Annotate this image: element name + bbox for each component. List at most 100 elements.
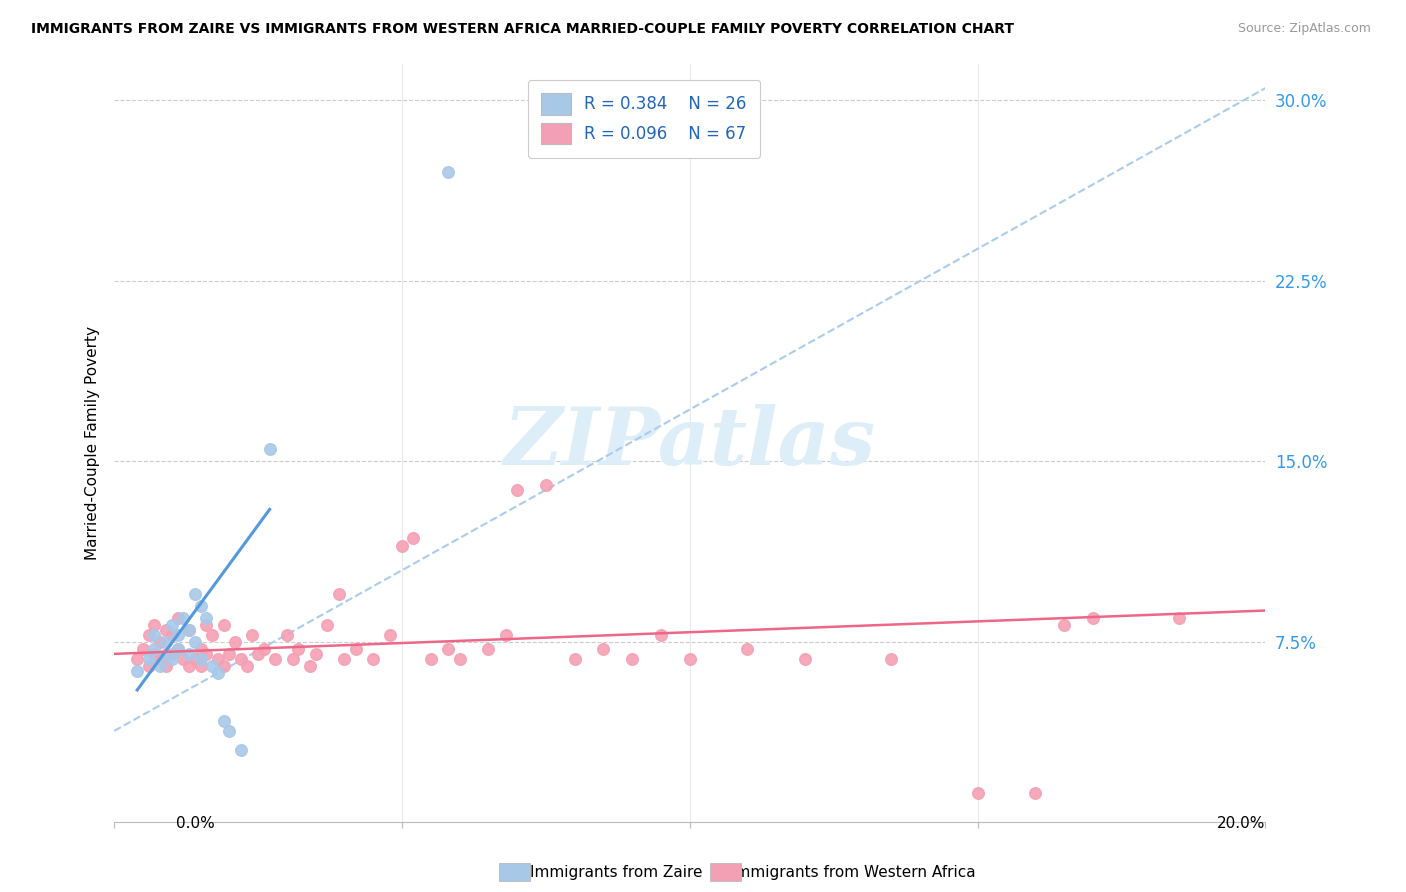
Point [281,651,304,665]
Point [155,635,177,649]
Point [149,659,172,673]
Point [177,647,200,661]
Point [880,651,903,665]
Point [212,714,235,729]
Point [495,627,517,641]
Point [264,651,287,665]
Point [160,651,183,665]
Point [195,647,218,661]
Point [138,659,160,673]
Text: ZIPatlas: ZIPatlas [503,404,876,482]
Point [506,483,529,498]
Point [437,165,460,179]
Point [207,666,229,681]
Point [201,627,224,641]
Point [143,647,166,661]
Y-axis label: Married-Couple Family Poverty: Married-Couple Family Poverty [86,326,100,560]
Point [621,651,644,665]
Point [240,627,263,641]
Point [143,642,166,657]
Point [224,635,246,649]
Point [143,618,166,632]
Point [177,659,200,673]
Point [298,659,321,673]
Point [679,651,702,665]
Point [166,642,188,657]
Point [287,642,309,657]
Point [793,651,815,665]
Point [190,642,212,657]
Point [177,623,200,637]
Point [333,651,356,665]
Point [132,642,155,657]
Point [184,651,207,665]
Point [316,618,339,632]
Point [218,647,240,661]
Text: 0.0%: 0.0% [176,816,215,831]
Point [190,599,212,613]
Text: IMMIGRANTS FROM ZAIRE VS IMMIGRANTS FROM WESTERN AFRICA MARRIED-COUPLE FAMILY PO: IMMIGRANTS FROM ZAIRE VS IMMIGRANTS FROM… [31,22,1014,37]
Point [138,627,160,641]
Point [166,642,188,657]
Point [190,651,212,665]
Legend: R = 0.384    N = 26, R = 0.096    N = 67: R = 0.384 N = 26, R = 0.096 N = 67 [527,80,759,158]
Point [127,651,149,665]
Point [138,651,160,665]
Point [166,611,188,625]
Point [1024,787,1046,801]
Point [201,659,224,673]
Point [229,651,252,665]
Point [437,642,460,657]
Point [155,659,177,673]
Text: Source: ZipAtlas.com: Source: ZipAtlas.com [1237,22,1371,36]
Point [184,635,207,649]
Point [449,651,471,665]
Point [534,478,557,492]
Point [966,787,988,801]
Point [160,618,183,632]
Point [380,627,402,641]
Point [737,642,759,657]
Point [166,627,188,641]
Point [160,627,183,641]
Point [195,611,218,625]
Point [177,623,200,637]
Point [564,651,586,665]
Point [207,651,229,665]
Point [143,627,166,641]
Point [419,651,441,665]
Point [218,723,240,738]
Point [259,442,281,457]
Point [1053,618,1076,632]
Point [190,659,212,673]
Point [402,531,425,545]
Point [212,659,235,673]
Point [155,623,177,637]
Text: Immigrants from Zaire: Immigrants from Zaire [530,865,703,880]
Point [477,642,499,657]
Point [155,647,177,661]
Point [253,642,276,657]
Point [650,627,672,641]
Point [361,651,384,665]
Point [149,651,172,665]
Point [195,618,218,632]
Point [328,587,350,601]
Point [592,642,614,657]
Point [172,611,194,625]
Point [235,659,257,673]
Point [229,743,252,757]
Point [160,647,183,661]
Point [305,647,328,661]
Point [344,642,367,657]
Text: Immigrants from Western Africa: Immigrants from Western Africa [731,865,976,880]
Point [212,618,235,632]
Point [391,539,413,553]
Text: 20.0%: 20.0% [1218,816,1265,831]
Point [149,635,172,649]
Point [127,664,149,678]
Point [1168,611,1191,625]
Point [1081,611,1104,625]
Point [247,647,270,661]
Point [172,651,194,665]
